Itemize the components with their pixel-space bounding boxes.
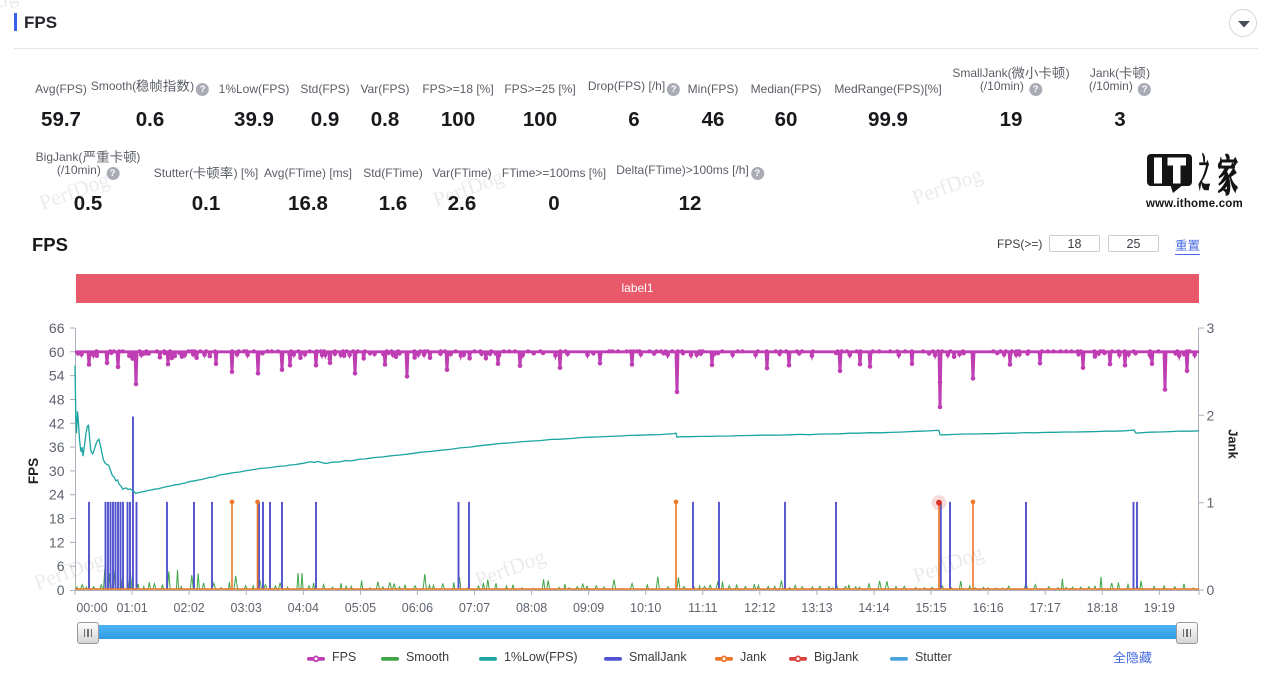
svg-text:36: 36 <box>49 439 65 455</box>
svg-text:11:11: 11:11 <box>688 601 717 615</box>
svg-text:60: 60 <box>49 344 65 360</box>
svg-text:48: 48 <box>49 392 65 408</box>
svg-text:06:06: 06:06 <box>402 601 433 615</box>
svg-text:42: 42 <box>49 415 65 431</box>
svg-text:24: 24 <box>49 487 65 503</box>
svg-text:05:05: 05:05 <box>345 601 376 615</box>
svg-text:07:07: 07:07 <box>459 601 490 615</box>
svg-text:00:00: 00:00 <box>76 601 107 615</box>
svg-text:0: 0 <box>1207 582 1215 598</box>
svg-text:Jank: Jank <box>1226 429 1241 459</box>
svg-text:3: 3 <box>1207 320 1215 336</box>
svg-text:6: 6 <box>57 558 65 574</box>
svg-text:01:01: 01:01 <box>116 601 147 615</box>
svg-text:18: 18 <box>49 511 65 527</box>
svg-text:18:18: 18:18 <box>1087 601 1118 615</box>
svg-text:54: 54 <box>49 368 65 384</box>
svg-text:16:16: 16:16 <box>972 601 1003 615</box>
svg-text:10:10: 10:10 <box>630 601 661 615</box>
svg-text:1: 1 <box>1207 495 1215 511</box>
svg-text:0: 0 <box>57 582 65 598</box>
svg-text:03:03: 03:03 <box>231 601 262 615</box>
svg-text:17:17: 17:17 <box>1030 601 1061 615</box>
svg-text:12: 12 <box>49 534 65 550</box>
svg-text:09:09: 09:09 <box>573 601 604 615</box>
svg-text:www.ithome.com: www.ithome.com <box>1145 198 1243 210</box>
svg-text:02:02: 02:02 <box>173 601 204 615</box>
svg-text:04:04: 04:04 <box>288 601 319 615</box>
svg-text:FPS: FPS <box>26 458 41 484</box>
svg-text:08:08: 08:08 <box>516 601 547 615</box>
svg-text:15:15: 15:15 <box>915 601 946 615</box>
svg-text:19:19: 19:19 <box>1144 601 1175 615</box>
svg-text:2: 2 <box>1207 407 1215 423</box>
svg-text:30: 30 <box>49 463 65 479</box>
svg-text:13:13: 13:13 <box>801 601 832 615</box>
svg-text:66: 66 <box>49 320 65 336</box>
svg-text:12:12: 12:12 <box>744 601 775 615</box>
svg-text:14:14: 14:14 <box>858 601 889 615</box>
